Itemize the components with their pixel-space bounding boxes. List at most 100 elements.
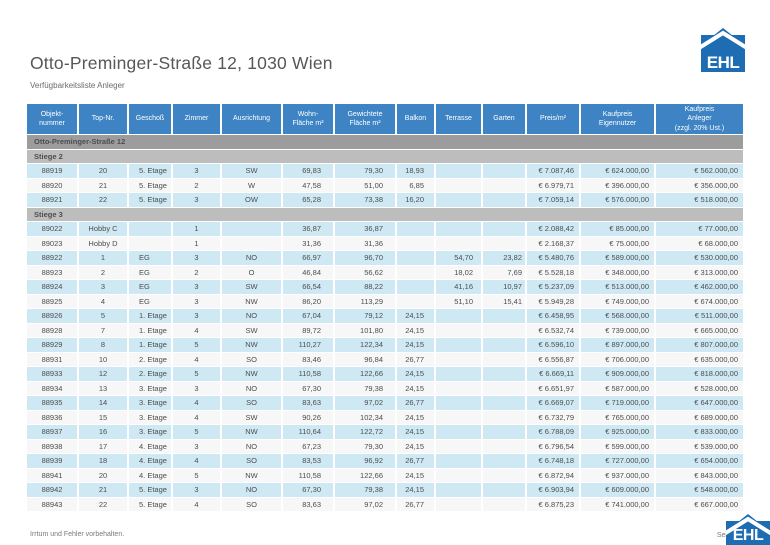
table-cell: 51,10 (436, 294, 481, 308)
table-cell: 4 (173, 410, 220, 424)
table-cell: 110,58 (283, 468, 333, 482)
table-cell: 88934 (27, 381, 77, 395)
table-cell: 83,63 (283, 396, 333, 410)
table-cell: 24,15 (397, 367, 434, 381)
table-cell: € 654.000,00 (656, 454, 743, 468)
table-cell: 88928 (27, 323, 77, 337)
table-cell: 88925 (27, 294, 77, 308)
table-cell: 23,82 (483, 251, 525, 265)
table-cell (483, 483, 525, 497)
table-cell: 7,69 (483, 265, 525, 279)
table-cell: 24,15 (397, 323, 434, 337)
table-cell: 3 (79, 280, 127, 294)
table-cell: 79,30 (335, 439, 395, 453)
table-cell: 5 (173, 425, 220, 439)
table-cell: 26,77 (397, 454, 434, 468)
page-subtitle: Verfügbarkeitsliste Anleger (30, 81, 125, 90)
table-row: 88922 1 EG 3 NO 66,97 96,70 54,70 23,82 € 5.480,7… (27, 251, 743, 265)
table-cell: € 6.596,10 (527, 338, 579, 352)
table-cell: 79,38 (335, 381, 395, 395)
table-cell: € 6.788,09 (527, 425, 579, 439)
table-cell: Hobby C (79, 222, 127, 236)
table-cell: € 6.875,23 (527, 497, 579, 511)
table-cell: 3 (173, 193, 220, 207)
table-cell: 113,29 (335, 294, 395, 308)
table-cell: € 539.000,00 (656, 439, 743, 453)
table-cell (436, 454, 481, 468)
table-cell (483, 468, 525, 482)
table-cell: 51,00 (335, 178, 395, 192)
table-cell: 20 (79, 468, 127, 482)
table-cell: 67,30 (283, 381, 333, 395)
table-cell (483, 338, 525, 352)
table-cell (483, 352, 525, 366)
table-cell: € 513.000,00 (581, 280, 654, 294)
table-cell (436, 236, 481, 250)
table-cell: € 674.000,00 (656, 294, 743, 308)
table-cell: NW (222, 367, 281, 381)
table-cell: € 665.000,00 (656, 323, 743, 337)
ehl-logo-bottom: EHL (722, 514, 770, 545)
table-cell: 13 (79, 381, 127, 395)
table-cell: € 818.000,00 (656, 367, 743, 381)
table-cell: 88919 (27, 164, 77, 178)
ehl-logo-top: EHL (697, 28, 749, 73)
table-cell (436, 323, 481, 337)
table-cell: € 807.000,00 (656, 338, 743, 352)
table-cell: 16 (79, 425, 127, 439)
table-cell (436, 381, 481, 395)
table-cell: NO (222, 483, 281, 497)
table-cell: 4 (173, 497, 220, 511)
table-cell: 3. Etage (129, 396, 171, 410)
table-cell: € 5.949,28 (527, 294, 579, 308)
table-cell: 3. Etage (129, 425, 171, 439)
table-cell: € 635.000,00 (656, 352, 743, 366)
table-cell: 1. Etage (129, 309, 171, 323)
table-cell (483, 236, 525, 250)
table-cell: € 77.000,00 (656, 222, 743, 236)
table-cell: 24,15 (397, 468, 434, 482)
table-cell: 66,97 (283, 251, 333, 265)
table-cell: 22 (79, 497, 127, 511)
column-header: Kaufpreis Anleger (zzgl. 20% Ust.) (656, 104, 743, 134)
table-cell: 2. Etage (129, 352, 171, 366)
table-cell (436, 222, 481, 236)
table-cell: SW (222, 280, 281, 294)
table-cell: 122,66 (335, 468, 395, 482)
table-cell: € 667.000,00 (656, 497, 743, 511)
table-cell: 26,77 (397, 497, 434, 511)
column-header: Wohn- Fläche m² (283, 104, 333, 134)
table-cell: € 739.000,00 (581, 323, 654, 337)
table-cell: € 528.000,00 (656, 381, 743, 395)
table-cell: 2 (173, 265, 220, 279)
table-cell: € 833.000,00 (656, 425, 743, 439)
table-cell: 1 (79, 251, 127, 265)
table-cell: 69,83 (283, 164, 333, 178)
table-cell: € 6.748,18 (527, 454, 579, 468)
table-cell: € 313.000,00 (656, 265, 743, 279)
table-cell: 88937 (27, 425, 77, 439)
table-cell: 88936 (27, 410, 77, 424)
table-cell: 88942 (27, 483, 77, 497)
table-group-header: Otto-Preminger-Straße 12 (27, 135, 743, 149)
table-cell: 1. Etage (129, 323, 171, 337)
table-row: 88934 13 3. Etage 3 NO 67,30 79,38 24,15 € 6.651… (27, 381, 743, 395)
table-cell: 31,36 (335, 236, 395, 250)
table-cell: € 749.000,00 (581, 294, 654, 308)
column-header: Objekt-nummer (27, 104, 77, 134)
table-cell: 88921 (27, 193, 77, 207)
table-cell: € 85.000,00 (581, 222, 654, 236)
table-cell: 24,15 (397, 410, 434, 424)
table-cell: 88926 (27, 309, 77, 323)
table-cell: € 909.000,00 (581, 367, 654, 381)
table-cell: 96,84 (335, 352, 395, 366)
table-cell: NO (222, 381, 281, 395)
table-cell: EG (129, 251, 171, 265)
table-cell: € 689.000,00 (656, 410, 743, 424)
table-cell: 46,84 (283, 265, 333, 279)
table-cell: 67,30 (283, 483, 333, 497)
house-logo-icon: EHL (722, 514, 770, 545)
table-cell: EG (129, 280, 171, 294)
table-cell (436, 352, 481, 366)
table-cell (436, 425, 481, 439)
